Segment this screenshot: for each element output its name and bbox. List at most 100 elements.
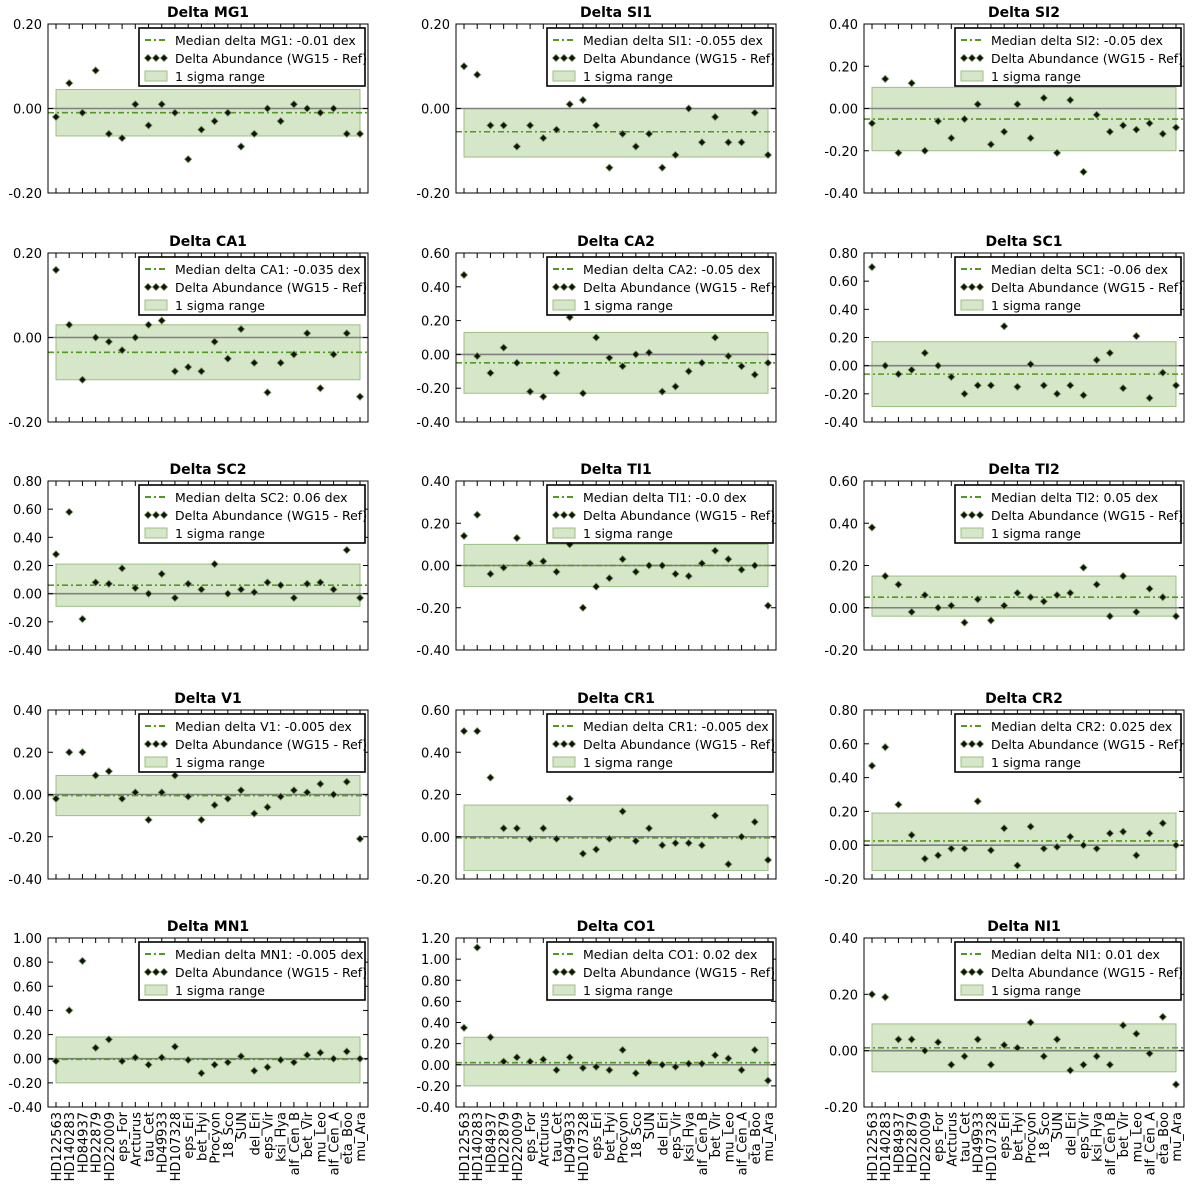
- data-point-mu_Leo: [316, 578, 325, 587]
- data-point-eps_Eri: [1000, 322, 1009, 331]
- data-point-bet_Hyi: [197, 815, 206, 825]
- data-point-SUN: [644, 348, 654, 357]
- data-point-mu_Ara: [1171, 841, 1181, 850]
- x-tick-label: mu_Leo: [722, 1112, 737, 1162]
- x-tick-label: HD49933: [972, 1112, 987, 1173]
- data-point-eps_For: [117, 564, 127, 573]
- legend-sigma-swatch: [552, 527, 576, 539]
- data-point-HD84937: [894, 1035, 903, 1044]
- data-point-18_Sco: [1039, 93, 1048, 103]
- data-point-HD22879: [91, 578, 100, 587]
- data-point-HD107328: [578, 95, 588, 105]
- y-tick-label: 0.20: [13, 1029, 42, 1044]
- y-tick-label: 0.00: [421, 1059, 450, 1074]
- y-tick-label: 0.00: [421, 348, 450, 363]
- legend-box: [546, 713, 774, 773]
- data-point-ksi_Hya: [1092, 844, 1101, 853]
- y-tick-label: 0.20: [13, 560, 42, 575]
- data-point-eps_Eri: [184, 792, 193, 801]
- data-point-HD220009: [104, 1035, 114, 1044]
- legend-sigma-swatch: [960, 299, 984, 311]
- data-point-eta_Boo: [750, 817, 759, 827]
- data-point-eps_For: [117, 133, 127, 143]
- data-point-mu_Ara: [763, 601, 773, 610]
- y-tick-label: 0.20: [829, 560, 858, 575]
- x-tick-label: HD84937: [484, 1112, 499, 1173]
- data-point-HD140283: [473, 943, 482, 952]
- y-tick-label: -0.20: [8, 1077, 42, 1092]
- data-point-18_Sco: [631, 350, 640, 359]
- sigma-band: [871, 575, 1177, 617]
- legend-median-label: Median delta TI2: 0.05 dex: [991, 490, 1158, 505]
- data-point-eta_Boo: [342, 545, 351, 555]
- data-point-eta_Boo: [1158, 819, 1167, 828]
- legend-marker-swatch: [567, 53, 577, 63]
- x-tick-label: ksi_Hya: [275, 1112, 290, 1162]
- data-point-Procyon: [618, 129, 627, 139]
- data-point-HD22879: [91, 333, 100, 342]
- data-point-eps_Vir: [1079, 1060, 1088, 1069]
- y-tick-label: 0.20: [421, 517, 450, 532]
- x-tick-label: eps_Eri: [182, 1112, 197, 1159]
- x-tick-label: HD22879: [906, 1112, 921, 1173]
- data-point-alf_Cen_B: [697, 358, 707, 368]
- data-point-Procyon: [618, 807, 627, 816]
- data-point-HD84937: [78, 956, 87, 966]
- legend-box: [546, 484, 774, 544]
- legend-marker-swatch: [143, 53, 153, 63]
- legend-box: [954, 27, 1182, 87]
- data-point-Arcturus: [131, 100, 140, 109]
- data-point-SUN: [236, 786, 246, 795]
- data-point-bet_Hyi: [1013, 100, 1022, 109]
- data-point-mu_Leo: [724, 1054, 733, 1063]
- data-point-alf_Cen_A: [1145, 829, 1154, 838]
- x-tick-label: tau_Cet: [143, 1112, 158, 1162]
- x-tick-label: mu_Ara: [762, 1112, 777, 1162]
- x-tick-label: HD140283: [879, 1112, 894, 1181]
- data-point-HD140283: [881, 571, 890, 581]
- data-point-HD107328: [170, 108, 180, 117]
- legend-marker-swatch: [551, 282, 561, 292]
- y-tick-label: 0.40: [421, 1017, 450, 1032]
- legend-box: [138, 256, 366, 316]
- panel-title: Delta SI2: [988, 5, 1060, 21]
- legend-marker-swatch: [975, 53, 985, 63]
- data-point-tau_Cet: [960, 389, 969, 398]
- legend-marker-swatch: [959, 510, 969, 520]
- y-tick-label: -0.20: [824, 145, 858, 160]
- y-tick-label: 0.00: [13, 103, 42, 118]
- data-point-tau_Cet: [144, 815, 153, 825]
- legend-marker-swatch: [559, 739, 569, 749]
- y-tick-label: 0.40: [829, 932, 858, 947]
- data-point-HD84937: [78, 614, 87, 624]
- y-tick-label: -0.20: [8, 187, 42, 202]
- data-point-bet_Hyi: [605, 353, 614, 362]
- legend-abundance-label: Delta Abundance (WG15 - Ref): [991, 737, 1183, 752]
- data-point-HD122563: [459, 726, 469, 736]
- legend-marker-swatch: [559, 967, 569, 977]
- x-tick-label: ksi_Hya: [683, 1112, 698, 1162]
- data-point-HD84937: [78, 108, 87, 117]
- data-point-del_Eri: [658, 561, 667, 570]
- data-point-18_Sco: [223, 589, 232, 598]
- data-point-alf_Cen_B: [697, 841, 707, 850]
- x-tick-label: HD140283: [471, 1112, 486, 1181]
- x-tick-label: HD107328: [985, 1112, 1000, 1181]
- data-point-Arcturus: [539, 557, 548, 566]
- data-point-HD84937: [486, 368, 495, 378]
- y-tick-label: -0.20: [824, 1101, 858, 1116]
- legend-marker-swatch: [151, 967, 161, 977]
- data-point-HD84937: [486, 1033, 495, 1042]
- sigma-band: [463, 108, 769, 158]
- data-point-ksi_Hya: [1092, 580, 1101, 589]
- data-point-18_Sco: [223, 354, 232, 363]
- legend-marker-swatch: [567, 739, 577, 749]
- data-point-mu_Leo: [316, 108, 325, 117]
- data-point-SUN: [1052, 842, 1062, 852]
- legend-marker-swatch: [967, 967, 977, 977]
- data-point-alf_Cen_B: [289, 350, 299, 359]
- data-point-eps_Eri: [1000, 601, 1009, 610]
- data-point-alf_Cen_B: [697, 559, 707, 568]
- y-tick-label: 0.20: [13, 746, 42, 761]
- data-point-HD122563: [459, 1023, 469, 1032]
